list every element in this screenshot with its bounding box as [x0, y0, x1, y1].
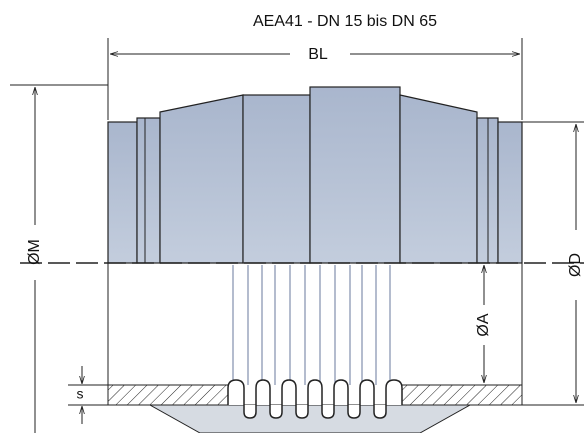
bl-dimension: BL: [107, 38, 523, 120]
title: AEA41 - DN 15 bis DN 65: [253, 13, 437, 30]
s-dimension: s: [68, 366, 108, 424]
a-label: ØA: [475, 313, 492, 336]
a-dimension: ØA: [475, 265, 492, 383]
section: [107, 263, 523, 433]
s-label: s: [77, 386, 84, 402]
d-dimension: ØD: [522, 121, 584, 406]
m-dimension: ØM: [10, 84, 108, 433]
m-label: ØM: [26, 239, 43, 265]
d-label: ØD: [567, 253, 584, 277]
fitting-body: [107, 86, 523, 264]
bl-label: BL: [308, 46, 328, 63]
